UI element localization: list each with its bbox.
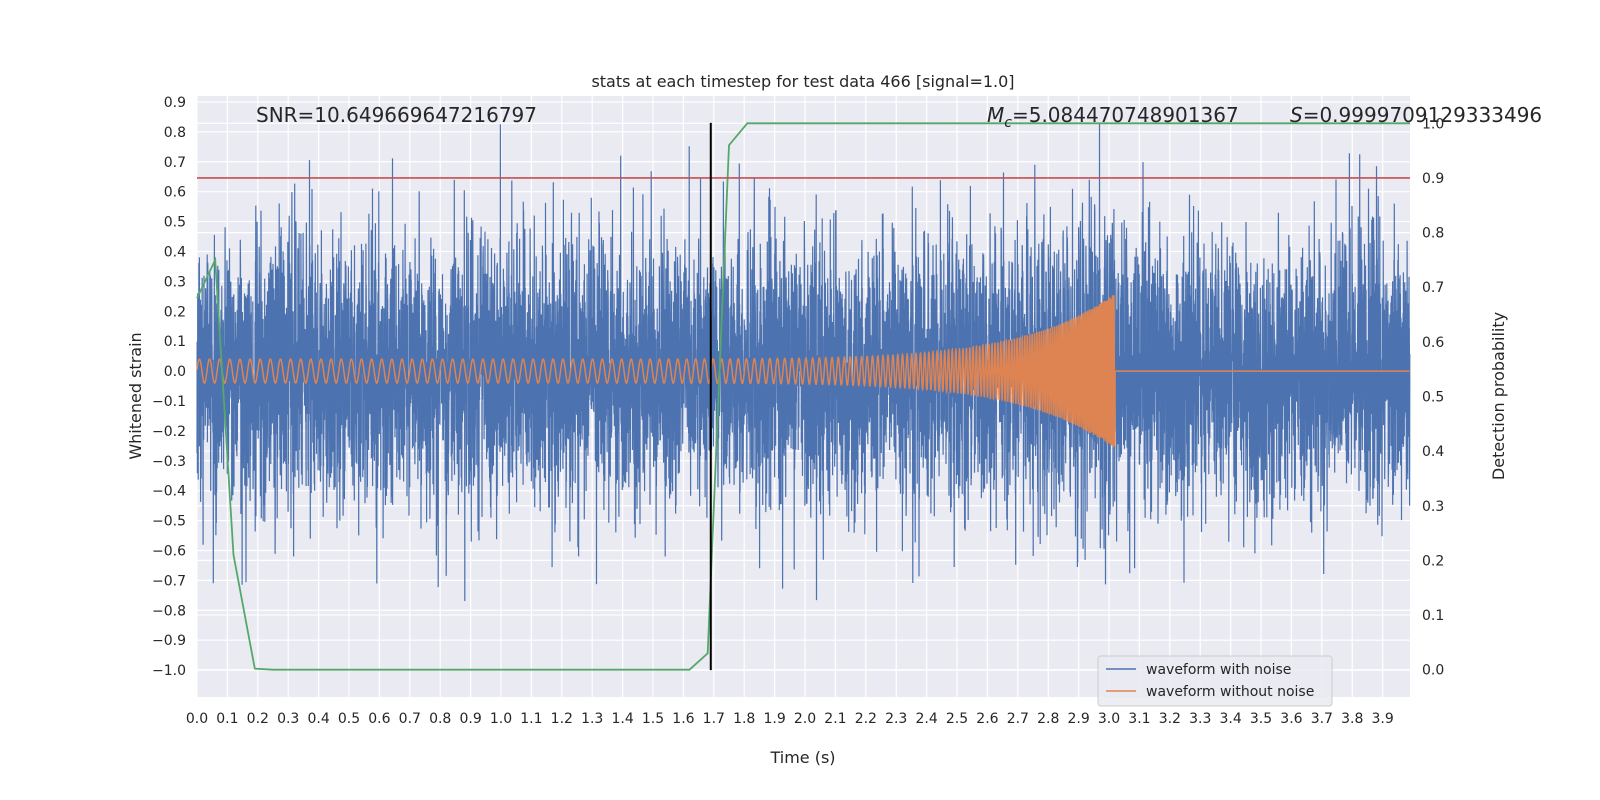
x-tick-label: 2.9: [1067, 711, 1089, 727]
x-tick-label: 1.5: [642, 711, 664, 727]
x-tick-label: 3.8: [1341, 711, 1363, 727]
x-tick-label: 3.4: [1220, 711, 1242, 727]
y2-tick-label: 0.4: [1422, 444, 1444, 460]
x-tick-label: 2.1: [824, 711, 846, 727]
y-tick-label: −0.1: [152, 394, 186, 410]
score-value: =0.9999709129333496: [1303, 103, 1542, 127]
overlay-layer: [197, 122, 1410, 671]
y-tick-label: 0.1: [164, 334, 186, 350]
x-tick-label: 0.2: [247, 711, 269, 727]
y2-tick-label: 0.7: [1422, 280, 1444, 296]
y2-tick-label: 0.9: [1422, 171, 1444, 187]
x-tick-label: 3.1: [1128, 711, 1150, 727]
x-tick-label: 3.5: [1250, 711, 1272, 727]
x-tick-label: 0.9: [459, 711, 481, 727]
chirp-mass-subscript: c: [1004, 115, 1012, 131]
y-tick-label: 0.7: [164, 155, 186, 171]
x-tick-label: 0.4: [307, 711, 329, 727]
y-tick-label: 0.3: [164, 274, 186, 290]
x-tick-label: 2.8: [1037, 711, 1059, 727]
x-tick-label: 2.2: [855, 711, 877, 727]
x-tick-label: 0.1: [216, 711, 238, 727]
y-tick-label: 0.2: [164, 304, 186, 320]
y-tick-label: −1.0: [152, 663, 186, 679]
y-tick-label: −0.8: [152, 603, 186, 619]
y-tick-label: 0.9: [164, 95, 186, 111]
chirp-mass-symbol: M: [987, 103, 1004, 127]
x-tick-label: 1.3: [581, 711, 603, 727]
x-tick-label: 0.3: [277, 711, 299, 727]
tick-layer: 0.0 0.1 0.2 0.3 0.4 0.5 0.6 0.7 0.8 0.9 1.0 1.1 1.2 1…: [152, 95, 1444, 727]
y-axis-label: Whitened strain: [126, 332, 145, 459]
x-tick-label: 0.6: [368, 711, 390, 727]
y2-tick-label: 0.6: [1422, 335, 1444, 351]
y-tick-label: −0.4: [152, 484, 186, 500]
y2-tick-label: 0.2: [1422, 553, 1444, 569]
snr-annotation: SNR=10.649669647216797: [256, 103, 537, 127]
chirp-mass-value: =5.084470748901367: [1012, 103, 1239, 127]
x-tick-label: 2.3: [885, 711, 907, 727]
x-tick-label: 2.5: [946, 711, 968, 727]
y-tick-label: −0.7: [152, 573, 186, 589]
x-tick-label: 0.5: [338, 711, 360, 727]
legend: waveform with noise waveform without noi…: [1097, 655, 1333, 707]
y2-tick-label: 1.0: [1422, 116, 1444, 132]
y2-axis-label: Detection probability: [1489, 312, 1508, 480]
y2-tick-label: 0.8: [1422, 226, 1444, 242]
legend-box: [1097, 655, 1333, 707]
series-waveform-without-noise: [196, 295, 1410, 448]
y-tick-label: 0.5: [164, 215, 186, 231]
y-tick-label: −0.3: [152, 454, 186, 470]
x-tick-label: 1.6: [672, 711, 694, 727]
x-tick-label: 2.4: [915, 711, 937, 727]
y-tick-label: −0.6: [152, 543, 186, 559]
chart-title: stats at each timestep for test data 466…: [591, 72, 1014, 91]
legend-label-clean: waveform without noise: [1146, 684, 1314, 700]
score-annotation: S=0.9999709129333496: [1290, 103, 1542, 127]
y-tick-label: 0.8: [164, 125, 186, 141]
legend-label-noisy: waveform with noise: [1146, 662, 1291, 678]
y2-tick-label: 0.3: [1422, 499, 1444, 515]
x-tick-label: 3.7: [1311, 711, 1333, 727]
x-tick-label: 0.7: [399, 711, 421, 727]
series-waveform-with-noise: [196, 122, 1411, 602]
x-tick-label: 0.0: [186, 711, 208, 727]
x-tick-label: 3.3: [1189, 711, 1211, 727]
x-tick-label: 1.4: [611, 711, 633, 727]
x-tick-label: 1.2: [551, 711, 573, 727]
x-axis-label: Time (s): [769, 748, 835, 767]
x-tick-label: 1.8: [733, 711, 755, 727]
y-tick-label: −0.9: [152, 633, 186, 649]
y-tick-label: 0.4: [164, 244, 186, 260]
x-tick-label: 1.9: [763, 711, 785, 727]
series-detection-probability: [196, 122, 1410, 671]
x-tick-label: 1.7: [703, 711, 725, 727]
x-tick-label: 1.0: [490, 711, 512, 727]
score-symbol: S: [1290, 103, 1303, 127]
chirp-mass-annotation: Mc=5.084470748901367: [987, 103, 1239, 131]
x-tick-label: 0.8: [429, 711, 451, 727]
y2-tick-label: 0.1: [1422, 608, 1444, 624]
x-tick-label: 3.2: [1159, 711, 1181, 727]
y-tick-label: 0.6: [164, 185, 186, 201]
x-tick-label: 3.0: [1098, 711, 1120, 727]
x-tick-label: 1.1: [520, 711, 542, 727]
x-tick-label: 2.7: [1007, 711, 1029, 727]
x-tick-label: 3.6: [1280, 711, 1302, 727]
series-layer: [196, 122, 1411, 671]
y-tick-label: −0.2: [152, 424, 186, 440]
y-tick-label: −0.5: [152, 514, 186, 530]
x-tick-label: 2.0: [794, 711, 816, 727]
x-tick-label: 2.6: [976, 711, 998, 727]
y2-tick-label: 0.0: [1422, 663, 1444, 679]
x-tick-label: 3.9: [1372, 711, 1394, 727]
y-tick-label: 0.0: [164, 364, 186, 380]
y2-tick-label: 0.5: [1422, 390, 1444, 406]
